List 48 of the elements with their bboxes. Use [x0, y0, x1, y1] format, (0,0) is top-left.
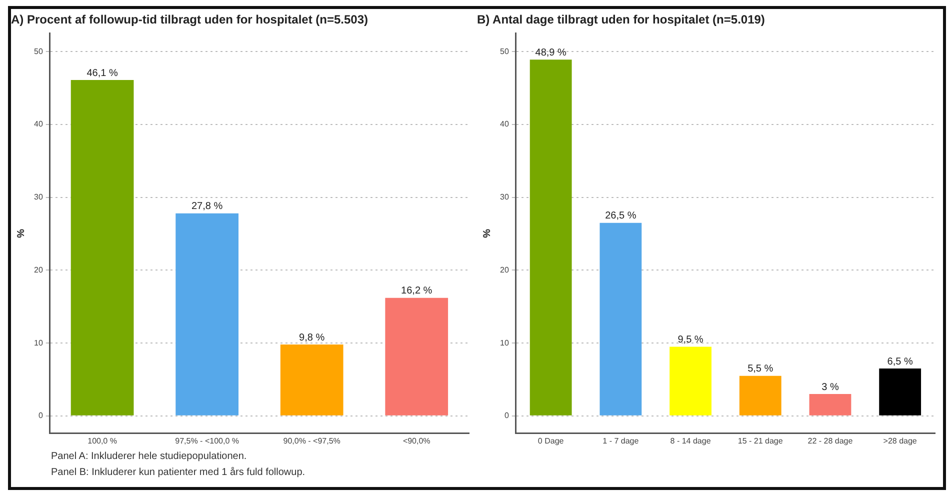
data-label: 3 % [822, 382, 839, 393]
x-tick-label: 15 - 21 dage [738, 436, 784, 446]
bar [879, 368, 922, 416]
y-tick-label: 50 [500, 46, 510, 56]
x-tick-label: 90,0% - <97,5% [283, 436, 340, 446]
data-label: 48,9 % [535, 47, 566, 58]
data-label: 5,5 % [748, 364, 774, 375]
data-label: 26,5 % [605, 210, 636, 222]
x-tick-label: 100,0 % [88, 436, 117, 446]
y-tick-label: 40 [34, 120, 44, 129]
data-label: 6,5 % [887, 356, 913, 368]
chart-title: B) Antal dage tilbragt uden for hospitalet (n=5.019) [477, 12, 765, 27]
bar [176, 213, 238, 416]
x-tick-label: 22 - 28 dage [808, 436, 854, 446]
y-tick-label: 20 [34, 265, 44, 274]
y-tick-label: 10 [500, 338, 510, 348]
bar [70, 80, 134, 416]
y-tick-label: 30 [34, 192, 44, 202]
x-tick-label: 0 Dage [538, 436, 564, 446]
bar [809, 394, 852, 416]
y-tick-label: 0 [38, 411, 44, 420]
y-tick-label: 40 [500, 120, 510, 129]
x-tick-label: <90,0% [402, 436, 430, 446]
text: Panel A: Inkluderer hele studiepopulationen. [51, 450, 248, 464]
y-axis-title: % [16, 228, 27, 238]
y-tick-label: 10 [34, 338, 44, 348]
bar [385, 298, 448, 416]
data-label: 16,2 % [401, 286, 432, 297]
y-axis-title: % [482, 228, 493, 238]
chart-title: A) Procent af followup-tid tilbragt uden for hospitalet (n=5.503) [11, 12, 368, 27]
data-label: 9,8 % [299, 332, 325, 344]
data-label: 46,1 % [86, 68, 118, 79]
data-label: 9,5 % [678, 334, 704, 346]
y-tick-label: 0 [504, 411, 510, 420]
y-tick-label: 20 [500, 265, 510, 274]
x-tick-label: 97,5% - <100,0 % [175, 436, 239, 446]
x-tick-label: >28 dage [883, 436, 918, 446]
y-tick-label: 30 [500, 192, 510, 202]
bar [600, 222, 642, 416]
bar [670, 346, 712, 416]
bar [280, 344, 344, 416]
x-tick-label: 1 - 7 dage [602, 436, 640, 446]
x-tick-label: 8 - 14 dage [670, 436, 712, 446]
text: Panel B: Inkluderer kun patienter med 1 års fuld followup. [51, 466, 306, 480]
bar [530, 60, 572, 416]
bar [739, 376, 782, 416]
y-tick-label: 50 [34, 46, 44, 56]
data-label: 27,8 % [191, 201, 223, 212]
